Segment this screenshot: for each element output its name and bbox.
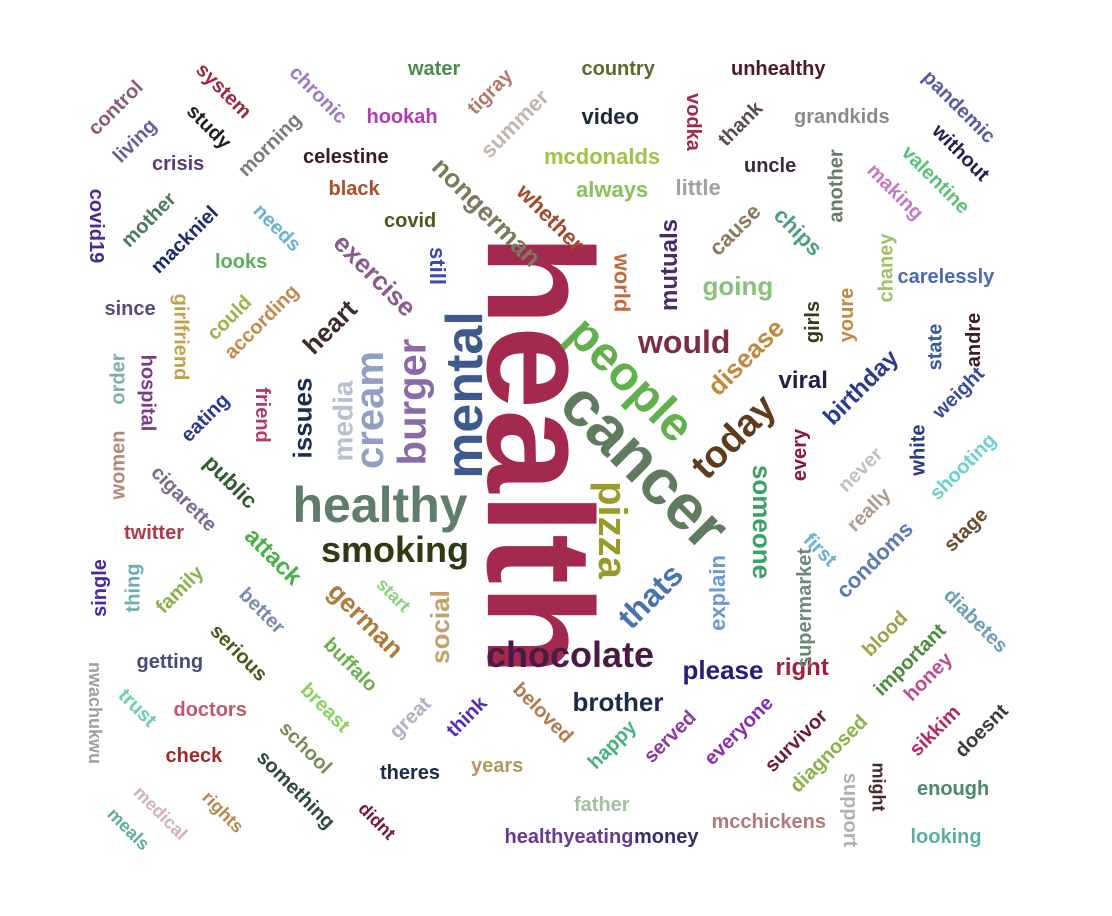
word-girlfriend: girlfriend bbox=[168, 293, 191, 381]
word-chips: chips bbox=[768, 202, 827, 261]
word-years: years bbox=[471, 755, 524, 777]
word-happy: happy bbox=[583, 716, 641, 774]
word-state: state bbox=[923, 323, 946, 371]
word-needs: needs bbox=[248, 199, 306, 257]
word-video: video bbox=[581, 104, 639, 129]
word-mutuals: mutuals bbox=[656, 218, 684, 312]
word-unhealthy: unhealthy bbox=[731, 58, 826, 80]
word-would: would bbox=[638, 324, 731, 360]
word-better: better bbox=[234, 583, 290, 639]
word-condoms: condoms bbox=[831, 516, 918, 604]
word-support: support bbox=[839, 772, 862, 848]
word-father: father bbox=[574, 794, 630, 816]
word-might: might bbox=[868, 762, 888, 812]
word-doctors: doctors bbox=[173, 699, 247, 721]
word-birthday: birthday bbox=[817, 344, 904, 431]
word-family: family bbox=[151, 561, 209, 619]
word-viral: viral bbox=[778, 367, 828, 394]
word-twitter: twitter bbox=[124, 522, 184, 544]
word-burger: burger bbox=[389, 338, 434, 466]
word-someone: someone bbox=[747, 464, 778, 580]
word-diabetes: diabetes bbox=[938, 584, 1012, 658]
word-friend: friend bbox=[250, 387, 273, 443]
word-youre: youre bbox=[836, 287, 859, 343]
word-breast: breast bbox=[296, 678, 355, 738]
word-covid19: covid19 bbox=[85, 188, 108, 264]
word-stage: stage bbox=[939, 503, 993, 557]
word-smoking: smoking bbox=[321, 529, 470, 570]
word-check: check bbox=[165, 745, 223, 767]
word-heart: heart bbox=[296, 293, 363, 361]
word-please: please bbox=[682, 655, 764, 685]
word-trust: trust bbox=[113, 684, 161, 732]
word-social: social bbox=[424, 590, 455, 664]
word-grandkids: grandkids bbox=[794, 106, 890, 128]
word-beloved: beloved bbox=[508, 678, 578, 748]
word-healthy: healthy bbox=[292, 477, 468, 533]
word-uncle: uncle bbox=[744, 155, 797, 177]
word-crisis: crisis bbox=[152, 153, 205, 175]
word-another: another bbox=[825, 149, 848, 223]
word-vodka: vodka bbox=[681, 93, 704, 151]
word-girls: girls bbox=[802, 300, 825, 344]
word-media: media bbox=[326, 380, 358, 462]
word-going: going bbox=[702, 271, 774, 301]
word-explain: explain bbox=[704, 555, 730, 631]
word-morning: morning bbox=[233, 108, 307, 182]
word-mcchickens: mcchickens bbox=[711, 811, 827, 833]
word-getting: getting bbox=[136, 651, 204, 673]
word-weight: weight bbox=[927, 362, 989, 424]
word-hookah: hookah bbox=[366, 106, 438, 128]
word-rights: rights bbox=[198, 787, 248, 837]
word-right: right bbox=[775, 654, 829, 681]
word-issues: issues bbox=[286, 377, 317, 459]
word-nwachukwu: nwachukwu bbox=[85, 661, 106, 765]
word-enough: enough bbox=[917, 778, 990, 800]
word-pizza: pizza bbox=[589, 481, 634, 579]
word-shooting: shooting bbox=[925, 429, 1001, 505]
word-serious: serious bbox=[205, 620, 272, 686]
word-healthyeating: healthyeating bbox=[504, 826, 634, 848]
word-women: women bbox=[106, 430, 129, 500]
word-chaney: chaney bbox=[874, 233, 897, 303]
word-single: single bbox=[88, 559, 111, 617]
word-public: public bbox=[198, 449, 262, 514]
word-chocolate: chocolate bbox=[486, 634, 655, 675]
word-every: every bbox=[789, 428, 812, 482]
word-start: start bbox=[372, 574, 414, 616]
word-country: country bbox=[581, 58, 655, 80]
word-didnt: didnt bbox=[354, 798, 400, 844]
word-celestine: celestine bbox=[303, 146, 389, 168]
word-little: little bbox=[675, 175, 721, 200]
word-hospital: hospital bbox=[135, 354, 158, 432]
word-supermarket: supermarket bbox=[794, 547, 817, 669]
word-great: great bbox=[384, 692, 436, 744]
word-covid: covid bbox=[384, 210, 437, 232]
word-since: since bbox=[104, 298, 156, 320]
word-water: water bbox=[408, 58, 461, 80]
word-looking: looking bbox=[910, 826, 982, 848]
word-think: think bbox=[442, 692, 492, 742]
word-andre: andre bbox=[963, 312, 986, 368]
word-always: always bbox=[576, 177, 649, 202]
word-thank: thank bbox=[713, 97, 767, 151]
word-theres: theres bbox=[380, 762, 441, 784]
word-eating: eating bbox=[176, 389, 234, 447]
word-order: order bbox=[107, 353, 130, 405]
word-attack: attack bbox=[238, 522, 307, 591]
word-world: world bbox=[608, 253, 634, 313]
word-cause: cause bbox=[703, 198, 766, 261]
word-money: money bbox=[634, 826, 699, 848]
word-carelessly: carelessly bbox=[897, 266, 995, 288]
word-still: still bbox=[424, 247, 450, 285]
word-mental: mental bbox=[435, 311, 494, 479]
word-black: black bbox=[328, 178, 380, 200]
word-brother: brother bbox=[572, 687, 664, 717]
word-doesnt: doesnt bbox=[950, 700, 1013, 762]
word-thing: thing bbox=[121, 563, 144, 613]
word-mcdonalds: mcdonalds bbox=[544, 144, 661, 169]
word-white: white bbox=[907, 424, 930, 476]
word-looks: looks bbox=[215, 251, 268, 273]
